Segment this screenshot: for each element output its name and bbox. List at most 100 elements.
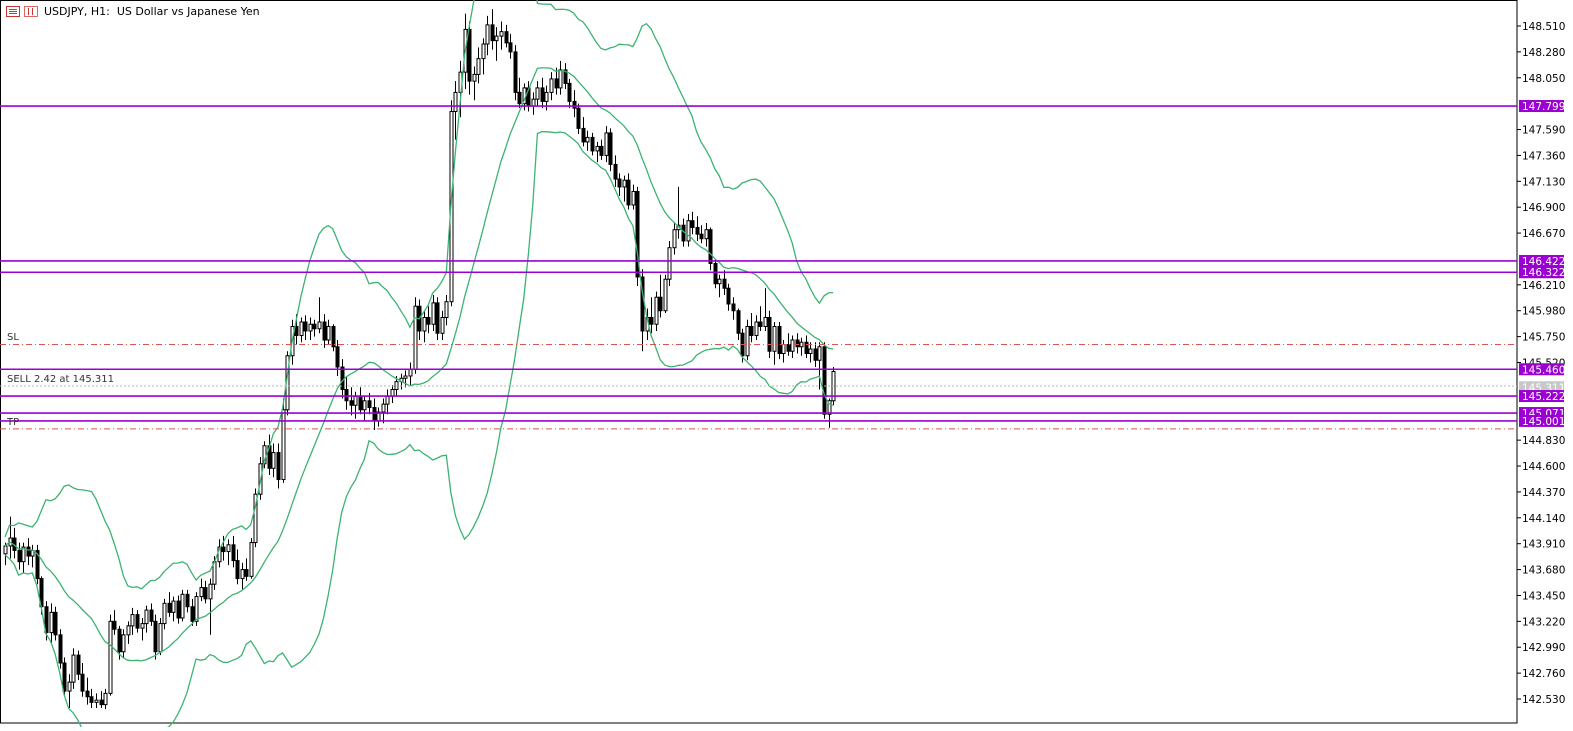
candle-body (135, 614, 140, 629)
candle-body (49, 611, 54, 634)
candle-body (199, 587, 204, 598)
candle-body (704, 229, 709, 240)
candle-body (221, 546, 226, 553)
candle-body (176, 600, 181, 619)
candle-body (167, 602, 172, 613)
level-price-text: 147.799 (1522, 101, 1565, 113)
candle-body (649, 316, 654, 325)
candle-body (567, 82, 572, 102)
candle-body (153, 620, 158, 653)
candle-body (62, 662, 67, 692)
candle-body (631, 190, 636, 206)
axis-tick-label: 147.130 (1522, 176, 1565, 188)
candle-body (271, 452, 276, 469)
candle-body (736, 310, 741, 334)
candle-body (613, 163, 618, 180)
candle-body (103, 692, 108, 706)
candle-body (322, 321, 327, 341)
chart-bars-icon[interactable] (24, 5, 38, 17)
candle-body (595, 145, 600, 152)
candle-body (476, 58, 481, 75)
candle-body (80, 673, 85, 692)
level-price-text: 145.460 (1522, 364, 1565, 376)
plot-frame (0, 0, 1518, 724)
candle-body (749, 325, 754, 336)
axis-tick-label: 144.600 (1522, 461, 1565, 473)
candle-body (358, 395, 363, 411)
level-price-text: 145.222 (1522, 391, 1565, 403)
candle-body (499, 31, 504, 37)
candle-body (385, 395, 390, 405)
candle-body (89, 696, 94, 703)
candle-body (435, 302, 440, 334)
candle-body (549, 78, 554, 93)
candle-body (726, 287, 731, 305)
candle-body (808, 348, 813, 354)
axis-tick-label: 143.220 (1522, 616, 1565, 628)
candle-body (767, 316, 772, 352)
candle-body (472, 73, 477, 82)
axis-tick-label: 142.990 (1522, 642, 1565, 654)
candle-body (331, 325, 336, 348)
candle-body (44, 606, 49, 634)
candle-body (813, 348, 818, 361)
candle-body (317, 321, 322, 330)
candle-body (349, 400, 354, 406)
axis-tick-label: 146.210 (1522, 280, 1565, 292)
candle-body (303, 321, 308, 332)
candle-body (85, 690, 90, 698)
candle-body (144, 609, 149, 625)
candle-body (444, 301, 449, 318)
candle-body (344, 389, 349, 402)
candle-body (695, 226, 700, 235)
candle-body (590, 136, 595, 152)
candle-body (658, 296, 663, 312)
candle-body (231, 544, 236, 562)
level-price-tag (1519, 266, 1564, 279)
candle-body (481, 43, 486, 60)
bollinger-middle-band (4, 67, 834, 662)
candle-body (281, 409, 286, 481)
candle-body (53, 611, 58, 636)
axis-tick-label: 142.530 (1522, 694, 1565, 706)
candle-body (531, 98, 536, 107)
candle-body (622, 179, 627, 188)
axis-tick-label: 148.510 (1522, 21, 1565, 33)
candle-body (162, 602, 167, 625)
candle-body (326, 325, 331, 341)
candle-body (663, 278, 668, 312)
candle-body (504, 31, 509, 44)
chart-header: USDJPY, H1: US Dollar vs Japanese Yen (6, 4, 260, 18)
candle-body (722, 278, 727, 289)
candle-body (294, 325, 299, 336)
candle-body (699, 233, 704, 240)
menu-list-icon[interactable] (6, 5, 20, 17)
candle-body (194, 596, 199, 622)
candle-body (158, 623, 163, 653)
candle-body (572, 100, 577, 109)
level-price-text: 145.001 (1522, 416, 1565, 428)
axis-tick-label: 145.980 (1522, 306, 1565, 318)
candle-body (617, 178, 622, 188)
candle-body (554, 78, 559, 89)
candle-body (431, 302, 436, 325)
candle-body (426, 316, 431, 325)
candle-body (126, 625, 131, 636)
candle-body (226, 544, 231, 553)
candle-body (362, 400, 367, 411)
candle-body (308, 323, 313, 332)
candle-body (686, 220, 691, 242)
candle-body (440, 316, 445, 334)
candle-body (558, 69, 563, 89)
candle-body (781, 343, 786, 354)
candle-body (672, 229, 677, 249)
trade-label[interactable]: SELL 2.42 at 145.311 (7, 374, 115, 385)
candle-body (772, 325, 777, 352)
bollinger-lower-band (4, 131, 834, 731)
stop-loss-label: SL (7, 332, 19, 343)
axis-tick-label: 143.910 (1522, 539, 1565, 551)
axis-tick-label: 148.280 (1522, 47, 1565, 59)
candle-body (58, 634, 63, 664)
